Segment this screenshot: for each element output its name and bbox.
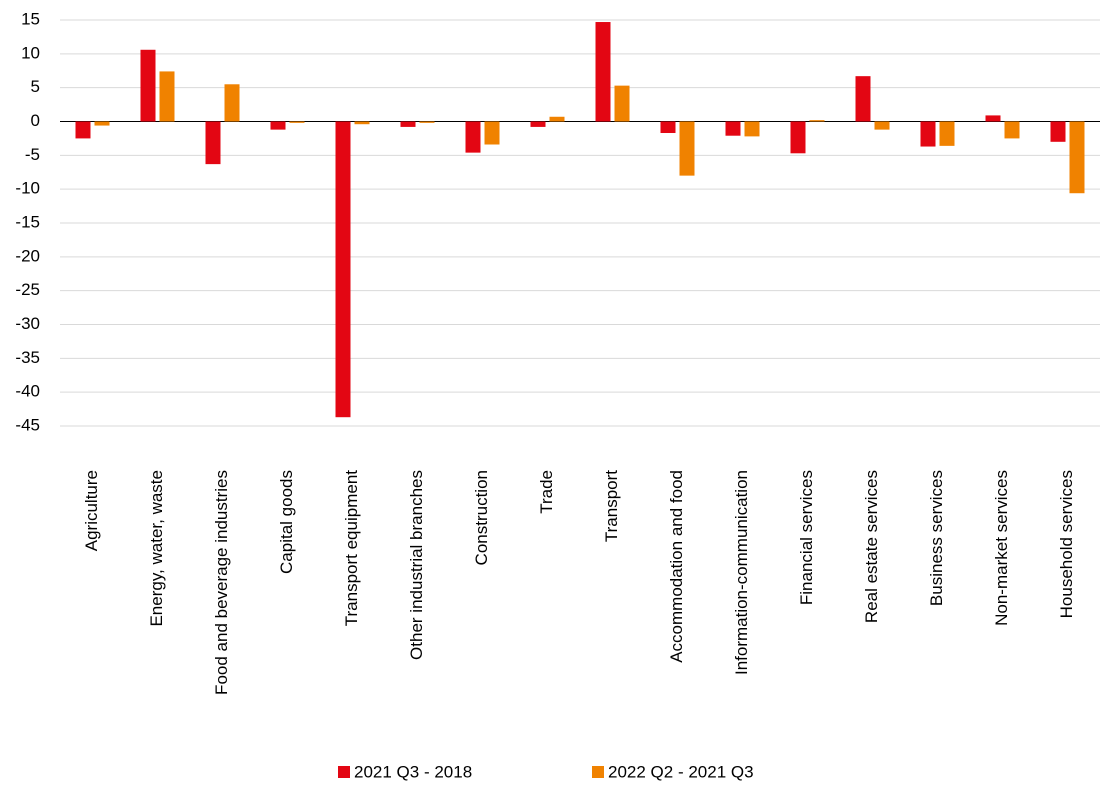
bar bbox=[920, 121, 936, 147]
bar bbox=[790, 121, 806, 154]
y-tick-label: -40 bbox=[15, 382, 40, 401]
legend-label: 2021 Q3 - 2018 bbox=[354, 762, 472, 781]
bar bbox=[725, 121, 741, 136]
y-tick-label: -25 bbox=[15, 280, 40, 299]
x-tick-label: Business services bbox=[927, 470, 946, 606]
x-tick-label: Non-market services bbox=[992, 470, 1011, 626]
x-tick-label: Information-communication bbox=[732, 470, 751, 675]
bar bbox=[1069, 121, 1085, 194]
bar bbox=[140, 49, 156, 122]
bar bbox=[1050, 121, 1066, 142]
bar bbox=[660, 121, 676, 134]
y-tick-label: -5 bbox=[25, 145, 40, 164]
bar bbox=[1004, 121, 1020, 139]
bar bbox=[874, 121, 890, 130]
y-tick-label: -35 bbox=[15, 348, 40, 367]
x-tick-label: Food and beverage industries bbox=[212, 470, 231, 695]
bar bbox=[744, 121, 760, 137]
x-tick-label: Agriculture bbox=[82, 470, 101, 551]
y-tick-label: -20 bbox=[15, 246, 40, 265]
y-tick-label: 10 bbox=[21, 43, 40, 62]
bar bbox=[549, 116, 565, 122]
bar bbox=[400, 121, 416, 127]
y-tick-label: 0 bbox=[31, 111, 40, 130]
bar bbox=[419, 121, 435, 123]
bar bbox=[679, 121, 695, 176]
bar bbox=[985, 115, 1001, 122]
bar bbox=[484, 121, 500, 145]
x-tick-label: Capital goods bbox=[277, 470, 296, 574]
y-tick-label: -10 bbox=[15, 179, 40, 198]
y-tick-label: 15 bbox=[21, 9, 40, 28]
x-tick-label: Transport bbox=[602, 470, 621, 542]
bar bbox=[530, 121, 546, 127]
x-tick-label: Real estate services bbox=[862, 470, 881, 623]
y-tick-label: 5 bbox=[31, 77, 40, 96]
bar bbox=[595, 22, 611, 122]
legend-label: 2022 Q2 - 2021 Q3 bbox=[608, 762, 754, 781]
x-tick-label: Trade bbox=[537, 470, 556, 514]
x-tick-label: Financial services bbox=[797, 470, 816, 605]
bar bbox=[75, 121, 91, 139]
legend-swatch bbox=[338, 766, 350, 778]
bar bbox=[224, 84, 240, 122]
x-tick-label: Accommodation and food bbox=[667, 470, 686, 663]
x-tick-label: Household services bbox=[1057, 470, 1076, 618]
bar bbox=[614, 85, 630, 122]
bar bbox=[270, 121, 286, 130]
bar bbox=[855, 76, 871, 122]
bar bbox=[354, 121, 370, 125]
x-tick-label: Energy, water, waste bbox=[147, 470, 166, 627]
bar bbox=[939, 121, 955, 146]
x-tick-label: Construction bbox=[472, 470, 491, 565]
y-tick-label: -30 bbox=[15, 314, 40, 333]
bar bbox=[335, 121, 351, 418]
bar bbox=[809, 120, 825, 122]
bar bbox=[94, 121, 110, 126]
bar bbox=[465, 121, 481, 153]
x-tick-label: Other industrial branches bbox=[407, 470, 426, 660]
x-tick-label: Transport equipment bbox=[342, 470, 361, 627]
y-tick-label: -45 bbox=[15, 415, 40, 434]
legend-swatch bbox=[592, 766, 604, 778]
bar bbox=[205, 121, 221, 165]
bar bbox=[289, 121, 305, 123]
y-tick-label: -15 bbox=[15, 212, 40, 231]
bar bbox=[159, 71, 175, 122]
